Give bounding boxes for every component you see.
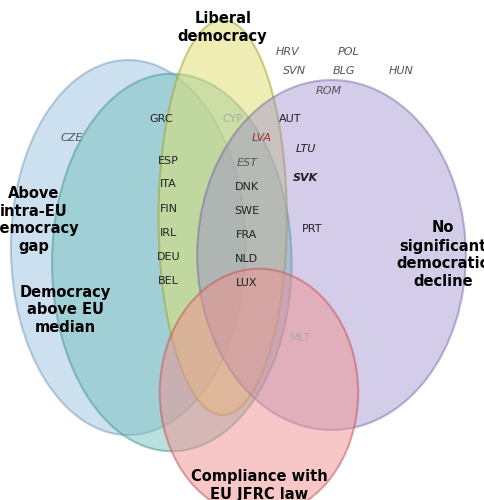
Text: DNK: DNK <box>235 182 259 192</box>
Ellipse shape <box>160 269 358 500</box>
Text: AUT: AUT <box>279 114 302 124</box>
Ellipse shape <box>159 20 287 415</box>
Text: Compliance with
EU JFRC law: Compliance with EU JFRC law <box>191 470 327 500</box>
Text: SWE: SWE <box>234 206 259 216</box>
Text: ITA: ITA <box>160 179 177 189</box>
Text: ROM: ROM <box>316 86 342 96</box>
Text: SVK: SVK <box>293 173 318 183</box>
Text: Above
intra-EU
democracy
gap: Above intra-EU democracy gap <box>0 186 79 254</box>
Text: LUX: LUX <box>236 278 257 287</box>
Ellipse shape <box>52 74 291 451</box>
Text: BLG: BLG <box>333 66 355 76</box>
Text: NLD: NLD <box>235 254 258 264</box>
Text: Democracy
above EU
median: Democracy above EU median <box>20 284 111 336</box>
Text: BEL: BEL <box>158 276 179 286</box>
Text: ESP: ESP <box>158 156 179 166</box>
Text: HRV: HRV <box>276 47 300 57</box>
Text: HUN: HUN <box>388 66 413 76</box>
Text: POL: POL <box>338 47 359 57</box>
Text: IRL: IRL <box>160 228 177 237</box>
Text: MLT: MLT <box>289 333 311 343</box>
Text: Liberal
democracy: Liberal democracy <box>178 11 268 44</box>
Text: GRC: GRC <box>150 114 173 124</box>
Text: LTU: LTU <box>296 144 316 154</box>
Text: EST: EST <box>236 158 257 168</box>
Ellipse shape <box>197 80 466 430</box>
Text: DEU: DEU <box>157 252 180 262</box>
Text: FRA: FRA <box>236 230 257 239</box>
Text: LVA: LVA <box>251 133 272 143</box>
Text: CZE: CZE <box>60 133 83 143</box>
Text: No
significant
democratic
decline: No significant democratic decline <box>397 220 484 290</box>
Ellipse shape <box>11 60 245 435</box>
Text: FIN: FIN <box>159 204 178 214</box>
Text: SVN: SVN <box>283 66 306 76</box>
Text: CYP: CYP <box>223 114 244 124</box>
Text: PRT: PRT <box>302 224 322 234</box>
